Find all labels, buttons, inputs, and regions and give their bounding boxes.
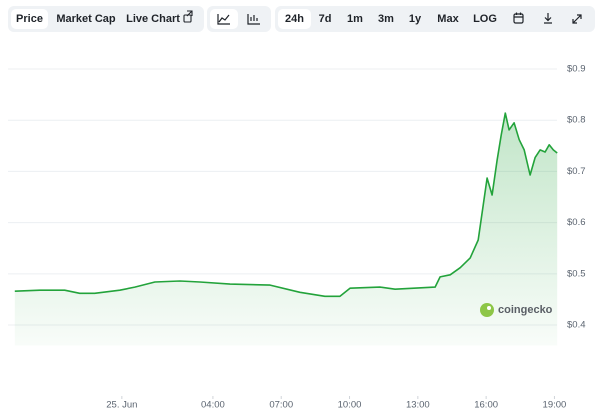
plot-area: $0.4 $0.5 $0.6 $0.7 $0.8 $0.9 25. Jun 04:00 07:0… — [8, 64, 586, 411]
watermark-logo-eye — [487, 306, 491, 310]
y-tick-label: $0.7 — [567, 166, 586, 177]
y-tick-label: $0.4 — [567, 320, 586, 331]
x-tick-label: 19:00 — [543, 400, 567, 411]
watermark-logo — [480, 303, 494, 317]
range-button[interactable]: 1y — [409, 13, 422, 25]
y-tick-label: $0.6 — [567, 217, 586, 228]
y-tick-label: $0.9 — [567, 64, 586, 75]
price-area — [14, 113, 558, 346]
line-chart-icon[interactable] — [217, 14, 230, 25]
x-tick-label: 16:00 — [474, 400, 498, 411]
tab[interactable]: Market Cap — [56, 13, 116, 25]
range-group — [275, 6, 595, 32]
range-button[interactable]: 1m — [347, 13, 363, 25]
calendar-icon[interactable] — [513, 12, 524, 24]
range-button[interactable]: 24h — [285, 13, 304, 25]
tab[interactable]: Live Chart — [126, 13, 180, 25]
tab[interactable]: Price — [16, 13, 43, 25]
range-button[interactable]: LOG — [473, 13, 497, 25]
range-button[interactable]: 7d — [319, 13, 332, 25]
download-icon[interactable] — [544, 13, 552, 24]
tab-group — [8, 6, 204, 32]
range-button[interactable]: 3m — [378, 13, 394, 25]
x-tick-label: 13:00 — [406, 400, 430, 411]
watermark: coingecko — [480, 303, 553, 317]
watermark-text: coingecko — [498, 304, 553, 316]
active-tab — [11, 9, 48, 29]
active-range — [278, 9, 311, 29]
x-tick-label: 07:00 — [269, 400, 293, 411]
x-tick-label: 25. Jun — [106, 400, 137, 411]
x-tick-label: 10:00 — [338, 400, 362, 411]
candle-chart-icon[interactable] — [247, 14, 260, 25]
x-tick-label: 04:00 — [201, 400, 225, 411]
y-tick-label: $0.5 — [567, 268, 586, 279]
range-button[interactable]: Max — [437, 13, 459, 25]
price-line — [14, 112, 558, 298]
toolbar: Price Market Cap Live Chart 24h 7d 1m 3m 1y M… — [8, 6, 595, 32]
expand-icon[interactable] — [572, 14, 582, 24]
y-tick-label: $0.8 — [567, 115, 586, 126]
external-link-icon — [183, 10, 193, 23]
